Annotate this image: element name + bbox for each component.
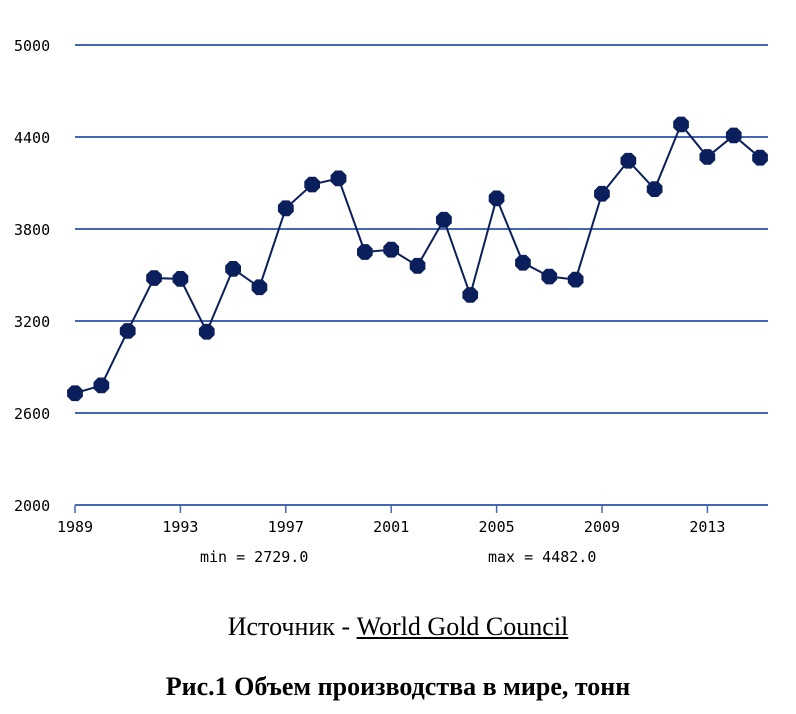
y-tick-label: 4400: [14, 129, 50, 147]
data-point: [594, 185, 610, 202]
data-point: [436, 211, 452, 228]
y-tick-label: 3800: [14, 221, 50, 239]
grid-lines: [75, 44, 768, 506]
data-point: [225, 261, 241, 277]
data-point: [383, 241, 400, 258]
data-point: [304, 176, 320, 193]
data-point: [198, 323, 215, 340]
x-tick-label: 2009: [584, 518, 620, 536]
data-point: [699, 149, 716, 165]
data-point: [541, 268, 558, 285]
x-tick-label: 2005: [479, 518, 515, 536]
data-point: [620, 152, 637, 169]
max-label: max = 4482.0: [488, 548, 596, 566]
data-point: [251, 279, 268, 296]
figure-caption: Рис.1 Объем производства в мире, тонн: [165, 672, 631, 701]
y-tick-label: 2600: [14, 405, 50, 423]
y-tick-label: 3200: [14, 313, 50, 331]
data-point: [409, 257, 426, 274]
source-link[interactable]: World Gold Council: [356, 612, 569, 641]
x-tick-label: 1993: [162, 518, 198, 536]
x-tick-label: 1989: [57, 518, 93, 536]
data-point: [462, 287, 479, 303]
x-tick-label: 2013: [689, 518, 725, 536]
data-point: [277, 200, 294, 217]
data-point: [752, 149, 768, 166]
source-line: Источник - World Gold Council: [0, 612, 796, 642]
y-axis-ticks: 2000 2600 3200 3800 4400 5000: [14, 37, 50, 515]
gold-production-chart: 2000 2600 3200 3800 4400 5000 1989 1993 1997 200…: [14, 37, 768, 566]
y-tick-label: 5000: [14, 37, 50, 55]
x-axis-ticks: 1989 1993 1997 2001 2005 2009 2013: [57, 505, 725, 536]
source-prefix: Источник -: [227, 612, 357, 641]
data-point: [146, 270, 162, 286]
data-point: [673, 116, 689, 133]
data-point: [67, 385, 83, 402]
data-point: [93, 377, 110, 394]
data-point: [330, 170, 347, 187]
data-point: [172, 271, 189, 287]
series-production: [67, 116, 768, 402]
x-tick-label: 1997: [268, 518, 304, 536]
data-point: [515, 254, 531, 271]
data-point: [567, 271, 584, 288]
y-tick-label: 2000: [14, 497, 50, 515]
min-label: min = 2729.0: [200, 548, 308, 566]
data-point: [357, 244, 373, 260]
x-tick-label: 2001: [373, 518, 409, 536]
data-point: [119, 323, 136, 339]
data-point: [725, 127, 742, 144]
data-point: [646, 181, 663, 197]
data-point: [488, 190, 505, 207]
